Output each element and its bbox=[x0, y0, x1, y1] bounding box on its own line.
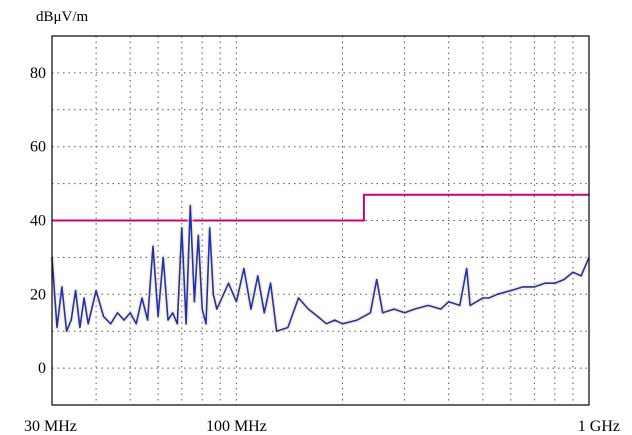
y-tick-label: 40 bbox=[30, 213, 46, 230]
y-tick-label: 60 bbox=[30, 139, 46, 156]
y-axis-unit-label: dBμV/m bbox=[36, 9, 89, 25]
plot-frame bbox=[51, 35, 590, 406]
measurement-trace bbox=[51, 204, 590, 333]
y-tick-label: 0 bbox=[38, 360, 46, 377]
x-tick-label: 1 GHz bbox=[578, 418, 620, 435]
y-tick-label: 80 bbox=[30, 65, 46, 82]
limit-line bbox=[52, 193, 589, 222]
tick-labels: 0 20 40 60 80 30 MHz 100 MHz 1 GHz bbox=[24, 65, 620, 435]
trace-halo bbox=[49, 203, 592, 334]
x-tick-label: 100 MHz bbox=[206, 418, 267, 435]
plot-series bbox=[49, 193, 592, 334]
y-tick-label: 20 bbox=[30, 286, 46, 303]
x-tick-label: 30 MHz bbox=[24, 418, 77, 435]
